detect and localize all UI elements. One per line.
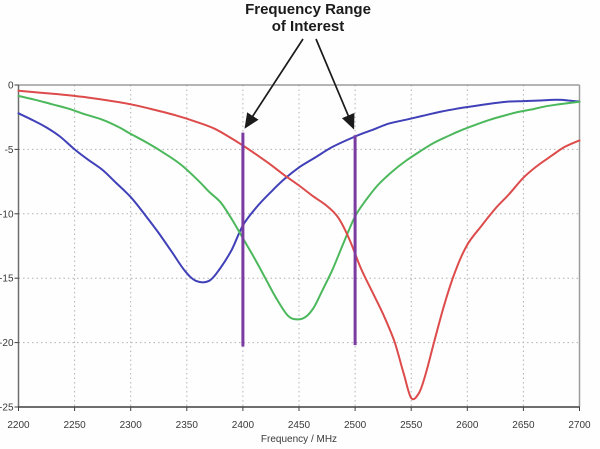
x-tick-label: 2250 (63, 420, 86, 431)
x-tick-label: 2300 (120, 420, 143, 431)
x-tick-label: 2450 (288, 420, 311, 431)
green-curve (17, 94, 581, 321)
annotation-line-1: Frequency Range (245, 1, 371, 18)
chart-annotation-title: Frequency Range of Interest (245, 1, 371, 35)
x-tick-label: 2600 (456, 420, 479, 431)
x-tick-label: 2200 (7, 420, 30, 431)
x-tick-label: 2400 (232, 420, 255, 431)
y-tick-label: -25 (0, 403, 14, 414)
x-tick-label: 2650 (512, 420, 535, 431)
y-tick-label: -15 (0, 274, 14, 285)
x-axis-label: Frequency / MHz (261, 434, 337, 445)
y-tick-label: -5 (5, 145, 14, 156)
y-tick-label: -10 (0, 209, 14, 220)
x-tick-label: 2500 (344, 420, 367, 431)
y-tick-label: -20 (0, 338, 14, 349)
y-tick-label: 0 (8, 81, 14, 92)
annotation-arrow-right (315, 38, 355, 130)
blue-curve (17, 98, 581, 284)
x-tick-label: 2550 (400, 420, 423, 431)
x-tick-label: 2700 (568, 420, 591, 431)
x-tick-label: 2350 (176, 420, 199, 431)
annotation-line-2: of Interest (271, 18, 345, 35)
annotation-arrow-left (244, 38, 304, 129)
red-curve (17, 89, 581, 401)
